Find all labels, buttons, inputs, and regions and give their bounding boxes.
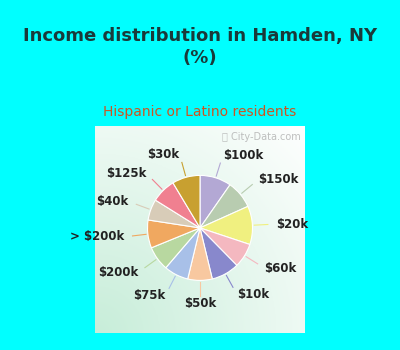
Text: $60k: $60k [264, 261, 297, 275]
Text: $150k: $150k [258, 173, 299, 186]
Text: $20k: $20k [276, 218, 308, 231]
Wedge shape [148, 200, 200, 228]
Text: $50k: $50k [184, 298, 216, 310]
Wedge shape [200, 228, 237, 279]
Wedge shape [156, 183, 200, 228]
Text: $75k: $75k [133, 289, 165, 302]
Wedge shape [200, 175, 230, 228]
Text: ⓘ City-Data.com: ⓘ City-Data.com [222, 132, 301, 142]
Text: $100k: $100k [223, 149, 263, 162]
Wedge shape [188, 228, 212, 280]
Text: > $200k: > $200k [70, 230, 124, 243]
Wedge shape [173, 175, 200, 228]
Wedge shape [148, 220, 200, 248]
Text: $10k: $10k [237, 288, 269, 301]
Text: $200k: $200k [98, 266, 138, 279]
Wedge shape [200, 185, 248, 228]
Wedge shape [200, 228, 250, 265]
Text: $40k: $40k [96, 195, 129, 208]
Text: Hispanic or Latino residents: Hispanic or Latino residents [103, 105, 297, 119]
Wedge shape [200, 206, 252, 244]
Text: $30k: $30k [148, 148, 180, 161]
Wedge shape [152, 228, 200, 268]
Text: $125k: $125k [106, 167, 147, 180]
Wedge shape [166, 228, 200, 279]
Text: Income distribution in Hamden, NY
(%): Income distribution in Hamden, NY (%) [23, 27, 377, 67]
